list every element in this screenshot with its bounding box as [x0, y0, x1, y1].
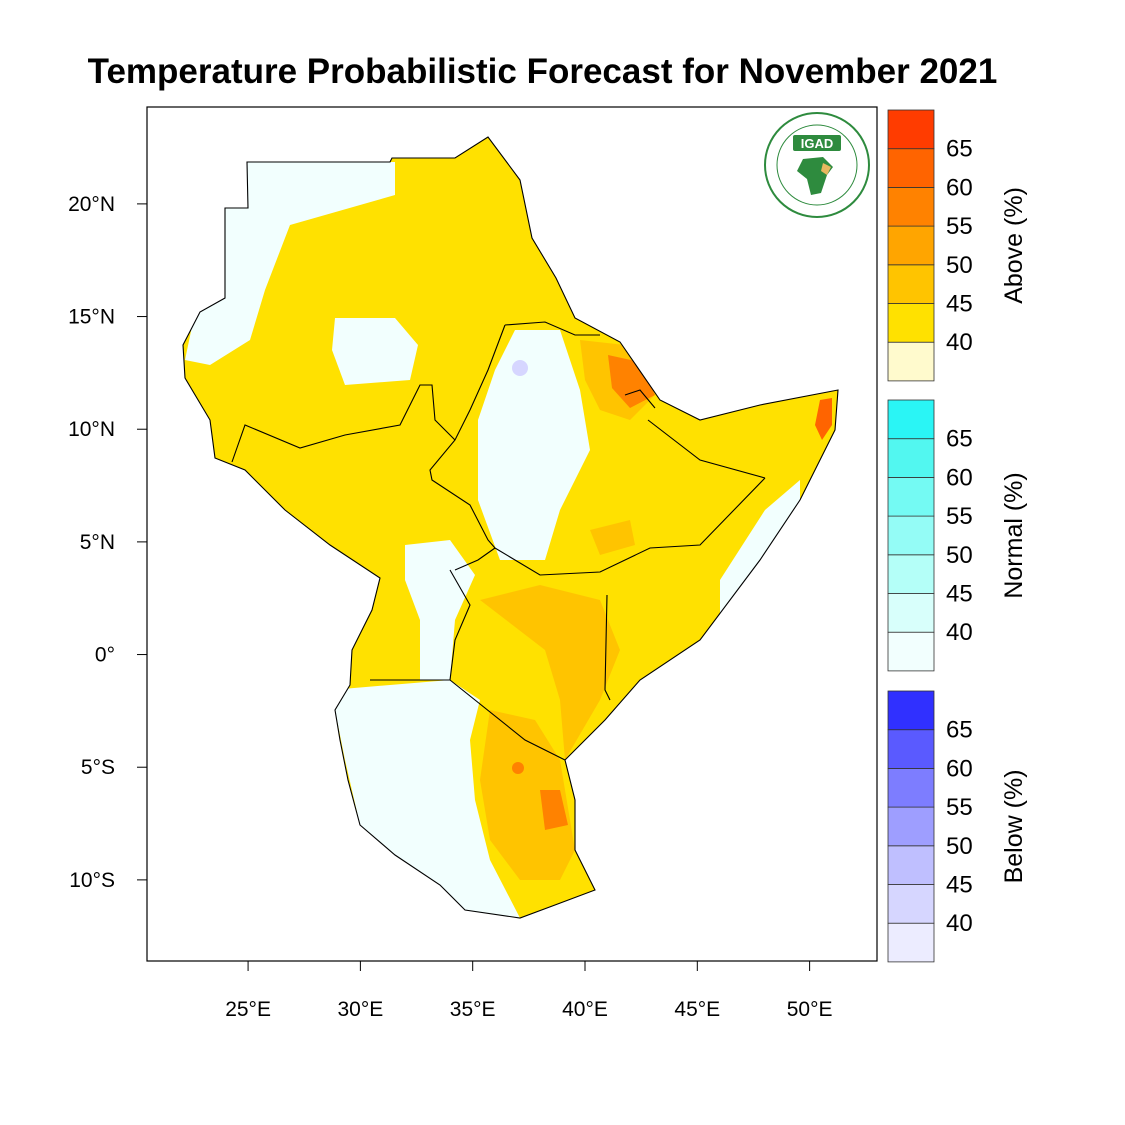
y-tick-label: 10°N	[68, 418, 115, 441]
legend-level-label: 60	[946, 174, 973, 201]
y-tick-label: 10°S	[69, 869, 115, 892]
uganda-border	[449, 569, 471, 681]
legend-level-label: 45	[946, 872, 973, 899]
legend-level-label: 40	[946, 910, 973, 937]
normal-area-somalia-coast	[720, 480, 800, 620]
kenya-tanzania-border	[370, 679, 566, 761]
legend-swatch	[887, 554, 935, 594]
legend-level-label: 45	[946, 581, 973, 608]
legend-title: Above (%)	[1000, 187, 1028, 304]
legend-swatch	[887, 690, 935, 731]
legend-level-label: 50	[946, 542, 973, 569]
map-title: Temperature Probabilistic Forecast for N…	[87, 52, 998, 91]
legend-swatch	[887, 399, 935, 440]
legend-level-label: 65	[946, 426, 973, 453]
above-45-50-kenya	[480, 585, 620, 760]
djibouti-border	[624, 389, 656, 409]
x-tick-label: 45°E	[674, 998, 720, 1021]
legend-swatch	[887, 225, 935, 266]
legend-swatch	[887, 845, 935, 885]
sudan-eritrea-border	[504, 321, 600, 336]
legend-swatch	[887, 631, 935, 672]
legend-swatch	[887, 341, 935, 382]
x-tick-label: 25°E	[225, 998, 271, 1021]
above-legend: 40 45 50 55 60 65 Above (%)	[887, 109, 1028, 382]
normal-area-tanzania	[330, 680, 520, 918]
above-55-60-spot	[512, 762, 524, 774]
normal-area-northwest	[185, 162, 395, 365]
legend-swatch	[887, 515, 935, 556]
normal-area-ethiopia	[478, 330, 590, 560]
legend-level-label: 55	[946, 503, 973, 530]
above-45-50-tanzania	[480, 710, 575, 880]
x-tick-label: 40°E	[562, 998, 608, 1021]
y-tick-label: 15°N	[68, 306, 115, 329]
x-tick-label: 50°E	[787, 998, 833, 1021]
legend-swatch	[887, 264, 935, 304]
legend-level-label: 55	[946, 213, 973, 240]
map-axes: 25°E 30°E 35°E 40°E 45°E 50°E 20°N 15°N 10°N 5°N 0…	[68, 193, 832, 1021]
normal-area-sudan	[332, 318, 418, 385]
below-40-45-spot	[512, 360, 528, 376]
legend-swatch	[887, 729, 935, 769]
above-55-60-tanzania-coast	[540, 790, 568, 830]
ethiopia-kenya-somalia-border	[494, 477, 766, 576]
legend-swatch	[887, 148, 935, 188]
igad-logo: IGAD	[764, 112, 870, 218]
normal-legend: 40 45 50 55 60 65 Normal (%)	[887, 399, 1028, 672]
legend-swatch	[887, 303, 935, 343]
below-legend: 40 45 50 55 60 65 Below (%)	[887, 690, 1028, 963]
above-45-50-south-ethiopia	[590, 520, 635, 555]
y-tick-label: 0°	[95, 644, 115, 667]
south-sudan-kenya-border	[454, 547, 496, 571]
ethiopia-somalia-border	[647, 419, 766, 479]
y-tick-label: 5°N	[80, 531, 115, 554]
legend-swatch	[887, 476, 935, 517]
sudan-south-sudan-border	[231, 384, 456, 463]
legend-title: Below (%)	[1000, 769, 1028, 883]
legend-swatch	[887, 186, 935, 227]
above-60-65-somalia-tip	[815, 398, 832, 440]
legend-swatch	[887, 806, 935, 847]
legend-swatch	[887, 593, 935, 633]
country-borders	[182, 136, 839, 919]
igad-logo-text: IGAD	[801, 136, 834, 151]
legend-swatch	[887, 768, 935, 808]
sudan-ethiopia-border	[429, 324, 506, 549]
legend-level-label: 40	[946, 329, 973, 356]
legend-swatch	[887, 884, 935, 924]
legend-swatch	[887, 438, 935, 478]
legend-level-label: 60	[946, 464, 973, 491]
x-tick-label: 35°E	[450, 998, 496, 1021]
legend-title: Normal (%)	[1000, 472, 1028, 598]
legend-group: 40 45 50 55 60 65 Above (%) 40 45 50 55 60 65 Normal …	[887, 109, 1028, 963]
legend-level-label: 60	[946, 755, 973, 782]
y-tick-label: 5°S	[81, 756, 115, 779]
x-tick-label: 30°E	[338, 998, 384, 1021]
region-outline	[182, 136, 839, 919]
legend-swatch	[887, 922, 935, 963]
legend-level-label: 40	[946, 619, 973, 646]
normal-area-lakes	[405, 540, 475, 680]
legend-swatch	[887, 109, 935, 150]
legend-level-label: 55	[946, 794, 973, 821]
kenya-somalia-border	[604, 594, 611, 701]
legend-level-label: 45	[946, 291, 973, 318]
legend-level-label: 50	[946, 252, 973, 279]
legend-level-label: 65	[946, 136, 973, 163]
legend-level-label: 65	[946, 717, 973, 744]
legend-level-label: 50	[946, 833, 973, 860]
y-tick-label: 20°N	[68, 193, 115, 216]
